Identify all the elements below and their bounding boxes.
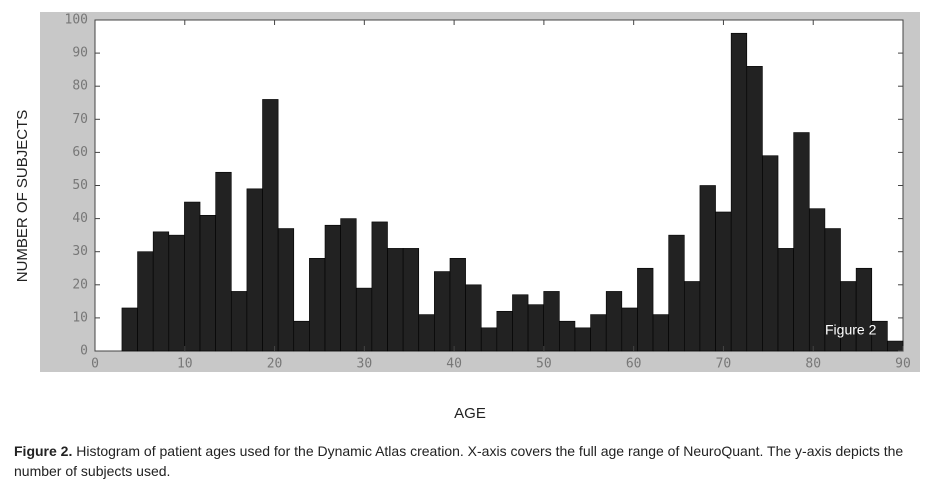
caption: Figure 2. Histogram of patient ages used… [14,441,919,481]
bar [871,320,888,352]
bar [840,281,857,352]
y-tick-label: 80 [72,79,88,94]
bar [293,320,310,352]
x-tick-label: 40 [446,357,462,372]
y-tick-label: 50 [72,178,88,193]
bar [496,310,513,352]
x-tick-label: 70 [716,357,732,372]
bar [652,314,669,352]
bar [324,224,341,352]
x-tick-label: 0 [91,357,99,372]
bar [262,99,279,352]
bar [121,307,138,352]
annotation: Figure 2 [825,322,877,338]
bar [418,314,435,352]
bar [355,287,373,352]
bar [512,294,529,352]
bar [152,231,170,352]
y-tick-label: 20 [72,277,88,292]
y-tick-label: 40 [72,211,88,226]
bar [746,66,763,352]
caption-text: Histogram of patient ages used for the D… [14,443,904,479]
bar [434,271,451,352]
bar [621,307,638,352]
x-tick-label: 80 [805,357,821,372]
bar [730,32,748,352]
bar [230,291,248,352]
bar [793,132,810,352]
x-tick-label: 90 [895,357,911,372]
bar [559,320,576,352]
bar [246,188,263,352]
bar [371,221,388,352]
bar [527,304,545,352]
y-axis-label: NUMBER OF SUBJECTS [14,110,31,283]
bar [637,267,654,352]
bar [699,185,716,352]
bar [387,248,404,352]
bar [808,208,826,352]
y-tick-label: 10 [72,310,88,325]
x-axis-label: AGE [454,405,486,422]
bar [684,281,701,352]
y-tick-label: 90 [72,46,88,61]
y-tick-label: 100 [65,13,88,28]
y-tick-label: 60 [72,145,88,160]
bar [855,267,873,352]
x-tick-label: 10 [177,357,193,372]
bar [480,327,498,352]
x-tick-label: 20 [267,357,283,372]
bar [449,258,466,352]
bar [402,248,420,352]
x-tick-label: 60 [626,357,642,372]
bar [543,291,560,352]
y-tick-label: 30 [72,244,88,259]
y-tick-label: 0 [80,344,88,359]
bar [309,258,326,352]
bar [605,291,623,352]
bar [574,327,591,352]
bar [184,201,201,352]
x-tick-label: 30 [357,357,373,372]
bar [715,211,732,352]
caption-label: Figure 2. [14,443,73,459]
bar [277,228,295,352]
bar [168,234,185,352]
bar [215,171,232,352]
bar [762,155,779,352]
bar [777,248,794,352]
chart: AGE NUMBER OF SUBJECTS 0 10 20 30 40 50 60 70 80… [14,12,920,422]
bar [340,218,357,352]
x-tick-label: 50 [536,357,552,372]
bar [887,340,904,352]
bar [590,314,607,352]
y-tick-label: 70 [72,112,88,127]
bar [137,251,154,352]
bar [465,284,482,352]
bar [668,234,685,352]
bar [199,214,216,352]
